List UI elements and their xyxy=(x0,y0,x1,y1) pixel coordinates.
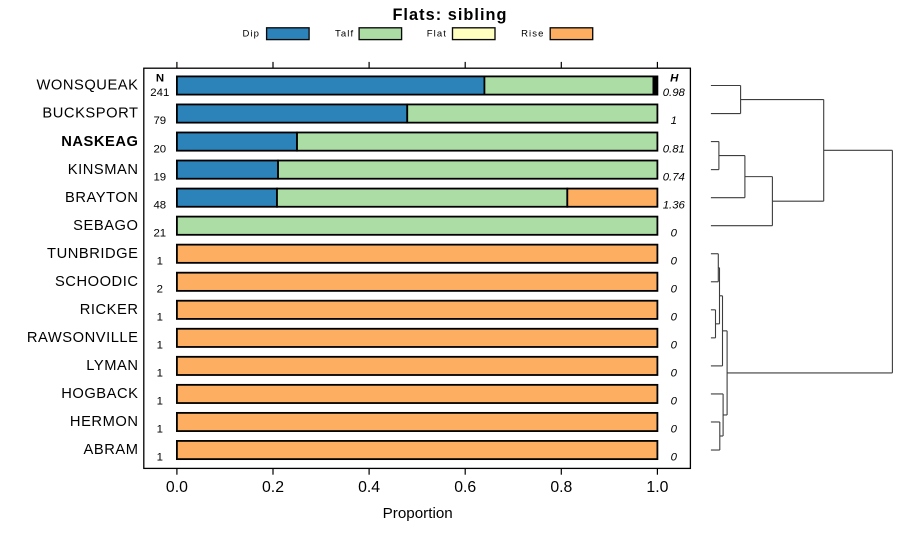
svg-text:1: 1 xyxy=(157,424,163,436)
svg-text:Dip: Dip xyxy=(242,28,260,39)
svg-text:241: 241 xyxy=(150,87,169,99)
svg-text:SCHOODIC: SCHOODIC xyxy=(55,274,139,290)
svg-text:WONSQUEAK: WONSQUEAK xyxy=(36,78,138,94)
svg-text:0.8: 0.8 xyxy=(550,479,572,496)
svg-text:RAWSONVILLE: RAWSONVILLE xyxy=(27,330,139,346)
svg-text:Talf: Talf xyxy=(335,28,354,39)
svg-text:N: N xyxy=(156,73,164,85)
svg-text:20: 20 xyxy=(153,143,166,155)
svg-text:0.6: 0.6 xyxy=(454,479,476,496)
svg-text:1.36: 1.36 xyxy=(663,199,686,211)
svg-text:0: 0 xyxy=(671,396,678,408)
svg-text:0: 0 xyxy=(671,227,678,239)
svg-text:0: 0 xyxy=(671,312,678,324)
svg-text:Rise: Rise xyxy=(521,28,544,39)
svg-text:0: 0 xyxy=(671,368,678,380)
svg-text:1: 1 xyxy=(157,452,163,464)
svg-text:0: 0 xyxy=(671,255,678,267)
svg-text:Flat: Flat xyxy=(427,28,447,39)
svg-text:1: 1 xyxy=(157,396,163,408)
svg-text:1: 1 xyxy=(157,255,163,267)
svg-text:RICKER: RICKER xyxy=(80,302,139,318)
svg-text:79: 79 xyxy=(153,115,166,127)
svg-text:LYMAN: LYMAN xyxy=(86,358,138,374)
svg-text:1.0: 1.0 xyxy=(646,479,668,496)
svg-text:1: 1 xyxy=(157,340,163,352)
svg-text:0: 0 xyxy=(671,452,678,464)
svg-text:SEBAGO: SEBAGO xyxy=(73,218,138,234)
svg-text:1: 1 xyxy=(157,312,163,324)
svg-text:ABRAM: ABRAM xyxy=(84,442,139,458)
svg-text:21: 21 xyxy=(153,227,166,239)
svg-text:48: 48 xyxy=(153,199,166,211)
svg-text:0: 0 xyxy=(671,340,678,352)
svg-text:0.0: 0.0 xyxy=(166,479,188,496)
svg-text:TUNBRIDGE: TUNBRIDGE xyxy=(47,246,138,262)
svg-text:1: 1 xyxy=(671,115,677,127)
svg-text:19: 19 xyxy=(153,171,166,183)
svg-text:0: 0 xyxy=(671,284,678,296)
svg-text:Flats: sibling: Flats: sibling xyxy=(392,6,507,24)
svg-text:Proportion: Proportion xyxy=(383,505,453,522)
svg-text:H: H xyxy=(670,73,679,85)
svg-text:0.81: 0.81 xyxy=(663,143,685,155)
svg-text:BRAYTON: BRAYTON xyxy=(65,190,139,206)
svg-text:1: 1 xyxy=(157,368,163,380)
svg-text:HERMON: HERMON xyxy=(70,414,139,430)
svg-text:0.2: 0.2 xyxy=(262,479,284,496)
svg-text:0.74: 0.74 xyxy=(663,171,685,183)
svg-text:BUCKSPORT: BUCKSPORT xyxy=(42,106,138,122)
svg-text:0.4: 0.4 xyxy=(358,479,380,496)
svg-text:0: 0 xyxy=(671,424,678,436)
svg-text:HOGBACK: HOGBACK xyxy=(61,386,138,402)
svg-text:0.98: 0.98 xyxy=(663,87,686,99)
svg-text:NASKEAG: NASKEAG xyxy=(61,134,138,150)
svg-text:KINSMAN: KINSMAN xyxy=(68,162,139,178)
svg-text:2: 2 xyxy=(157,284,163,296)
